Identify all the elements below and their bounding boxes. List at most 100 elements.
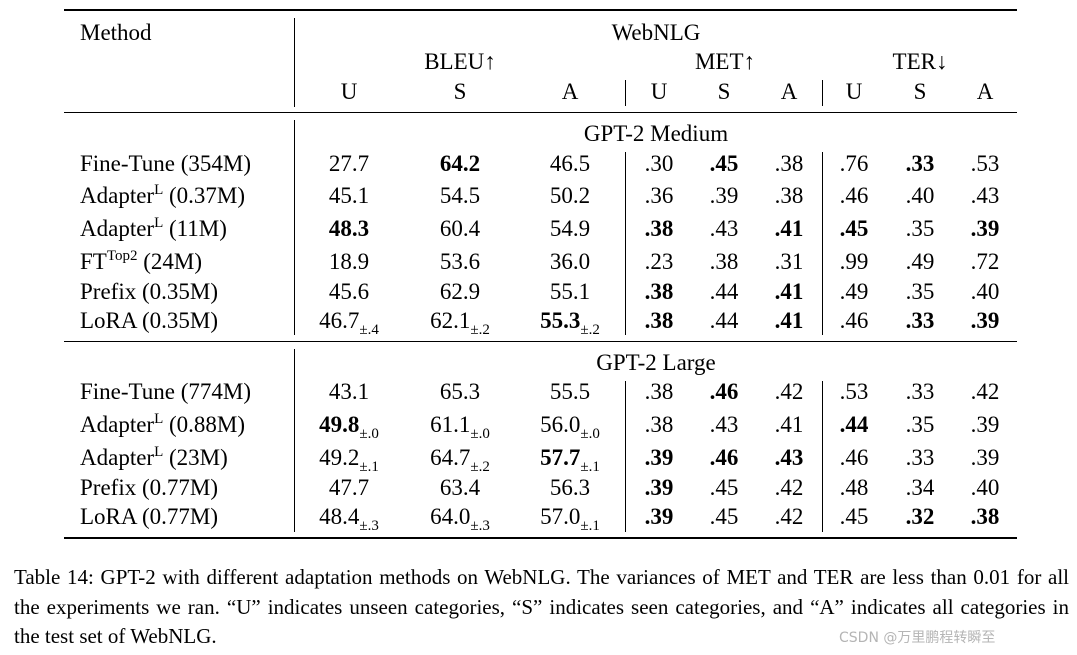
table-cell: .23 bbox=[645, 250, 674, 273]
table-cell: .53 bbox=[840, 380, 869, 403]
method-params: (0.77M) bbox=[141, 504, 219, 529]
table-cell: 57.7±.1 bbox=[540, 446, 600, 475]
method-name: AdapterL (0.88M) bbox=[80, 412, 246, 437]
cell-value: 65.3 bbox=[439, 379, 481, 404]
cell-value: 53.6 bbox=[439, 249, 481, 274]
cell-std: ±.1 bbox=[580, 459, 600, 475]
table-cell: .41 bbox=[775, 280, 804, 303]
method-superscript: L bbox=[154, 444, 164, 460]
table-cell: 56.3 bbox=[550, 476, 590, 499]
cell-value: .32 bbox=[905, 504, 935, 529]
cell-value: 64.7 bbox=[430, 445, 471, 470]
metric-divider bbox=[625, 152, 626, 335]
table-cell: 62.1±.2 bbox=[430, 309, 490, 338]
bottom-rule bbox=[64, 537, 1017, 539]
cell-std: ±.0 bbox=[359, 426, 379, 442]
method-params: (11M) bbox=[169, 216, 227, 241]
method-label: Adapter bbox=[80, 412, 155, 437]
cell-value: .39 bbox=[970, 308, 1000, 333]
cell-value: .53 bbox=[970, 151, 1000, 176]
table-cell: .39 bbox=[645, 505, 674, 528]
method-name: FTTop2 (24M) bbox=[80, 249, 202, 274]
cell-std: ±.3 bbox=[470, 518, 490, 534]
table-cell: 49.2±.1 bbox=[319, 446, 379, 475]
cell-value: .38 bbox=[709, 249, 739, 274]
cell-value: .53 bbox=[839, 379, 869, 404]
table-cell: .39 bbox=[645, 476, 674, 499]
method-name: Fine-Tune (774M) bbox=[80, 380, 251, 403]
cell-value: .43 bbox=[774, 445, 804, 470]
method-params: (0.88M) bbox=[169, 412, 246, 437]
cell-value: .44 bbox=[839, 412, 869, 437]
table-cell: 54.9 bbox=[550, 217, 590, 240]
subheader-u: U bbox=[340, 79, 358, 104]
cell-value: .46 bbox=[709, 445, 739, 470]
table-cell: .40 bbox=[906, 184, 935, 207]
metric-header-bleu: BLEU↑ bbox=[424, 49, 496, 74]
subheader-s: S bbox=[453, 79, 467, 104]
cell-std: ±.2 bbox=[470, 322, 490, 338]
table-cell: .38 bbox=[645, 413, 674, 436]
table-cell: .44 bbox=[710, 280, 739, 303]
subheader-u: U bbox=[650, 79, 668, 104]
cell-value: 60.4 bbox=[439, 216, 481, 241]
table-cell: .34 bbox=[906, 476, 935, 499]
cell-value: .38 bbox=[774, 151, 804, 176]
cell-value: 56.3 bbox=[549, 475, 591, 500]
table-cell: .44 bbox=[710, 309, 739, 332]
cell-value: .33 bbox=[905, 151, 935, 176]
table-cell: .43 bbox=[971, 184, 1000, 207]
cell-value: .33 bbox=[905, 445, 935, 470]
table-cell: .38 bbox=[645, 217, 674, 240]
method-name: LoRA (0.77M) bbox=[80, 505, 218, 528]
table-cell: .33 bbox=[906, 446, 935, 469]
table-cell: .38 bbox=[775, 152, 804, 175]
cell-std: ±.1 bbox=[580, 518, 600, 534]
table-cell: .53 bbox=[971, 152, 1000, 175]
table-cell: .35 bbox=[906, 280, 935, 303]
table-cell: .38 bbox=[645, 280, 674, 303]
table-cell: 60.4 bbox=[440, 217, 480, 240]
metric-divider bbox=[625, 381, 626, 532]
cell-value: .33 bbox=[905, 308, 935, 333]
cell-value: .46 bbox=[839, 445, 869, 470]
cell-value: .45 bbox=[709, 504, 739, 529]
header-rule bbox=[64, 112, 1017, 113]
cell-value: .41 bbox=[774, 412, 804, 437]
table-cell: .33 bbox=[906, 152, 935, 175]
cell-value: 46.7 bbox=[319, 308, 360, 333]
cell-value: .40 bbox=[970, 279, 1000, 304]
section-title: GPT-2 Large bbox=[596, 350, 716, 375]
table-cell: 48.3 bbox=[329, 217, 369, 240]
subheader-a: A bbox=[976, 79, 994, 104]
method-params: (354M) bbox=[180, 151, 252, 176]
table-cell: 45.1 bbox=[329, 184, 369, 207]
table-cell: .35 bbox=[906, 217, 935, 240]
cell-value: 56.0 bbox=[540, 412, 581, 437]
subheader-s: S bbox=[913, 79, 927, 104]
table-cell: .45 bbox=[710, 476, 739, 499]
cell-value: 45.6 bbox=[328, 279, 370, 304]
cell-value: .44 bbox=[709, 308, 739, 333]
table-cell: 63.4 bbox=[440, 476, 480, 499]
method-params: (0.35M) bbox=[141, 308, 219, 333]
table-cell: .41 bbox=[775, 413, 804, 436]
table-cell: .39 bbox=[971, 309, 1000, 332]
table-cell: 56.0±.0 bbox=[540, 412, 600, 442]
cell-value: 63.4 bbox=[439, 475, 481, 500]
table-cell: 55.5 bbox=[550, 380, 590, 403]
cell-value: .41 bbox=[774, 216, 804, 241]
method-params: (0.77M) bbox=[141, 475, 218, 500]
cell-value: .43 bbox=[970, 183, 1000, 208]
table-cell: .42 bbox=[971, 380, 1000, 403]
method-params: (23M) bbox=[169, 445, 228, 470]
method-name: Prefix (0.77M) bbox=[80, 476, 218, 499]
cell-value: .43 bbox=[709, 412, 739, 437]
cell-std: ±.3 bbox=[359, 518, 379, 534]
cell-value: .23 bbox=[644, 249, 674, 274]
cell-value: .43 bbox=[709, 216, 739, 241]
metric-divider bbox=[625, 80, 626, 106]
table-cell: 64.2 bbox=[440, 152, 480, 175]
cell-value: .40 bbox=[905, 183, 935, 208]
cell-value: 48.3 bbox=[328, 216, 370, 241]
